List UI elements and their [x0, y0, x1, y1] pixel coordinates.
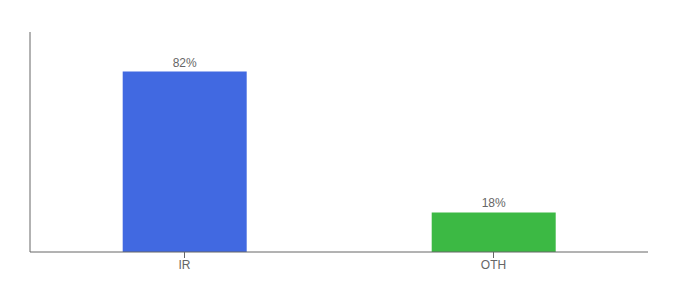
svg-text:18%: 18%	[482, 196, 506, 210]
svg-text:IR: IR	[179, 258, 191, 272]
svg-text:OTH: OTH	[481, 258, 506, 272]
svg-text:82%: 82%	[173, 56, 197, 70]
